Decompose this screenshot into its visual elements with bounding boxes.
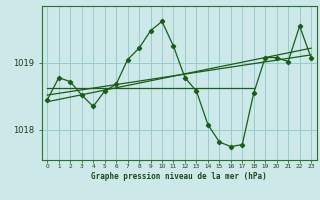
X-axis label: Graphe pression niveau de la mer (hPa): Graphe pression niveau de la mer (hPa)	[91, 172, 267, 181]
